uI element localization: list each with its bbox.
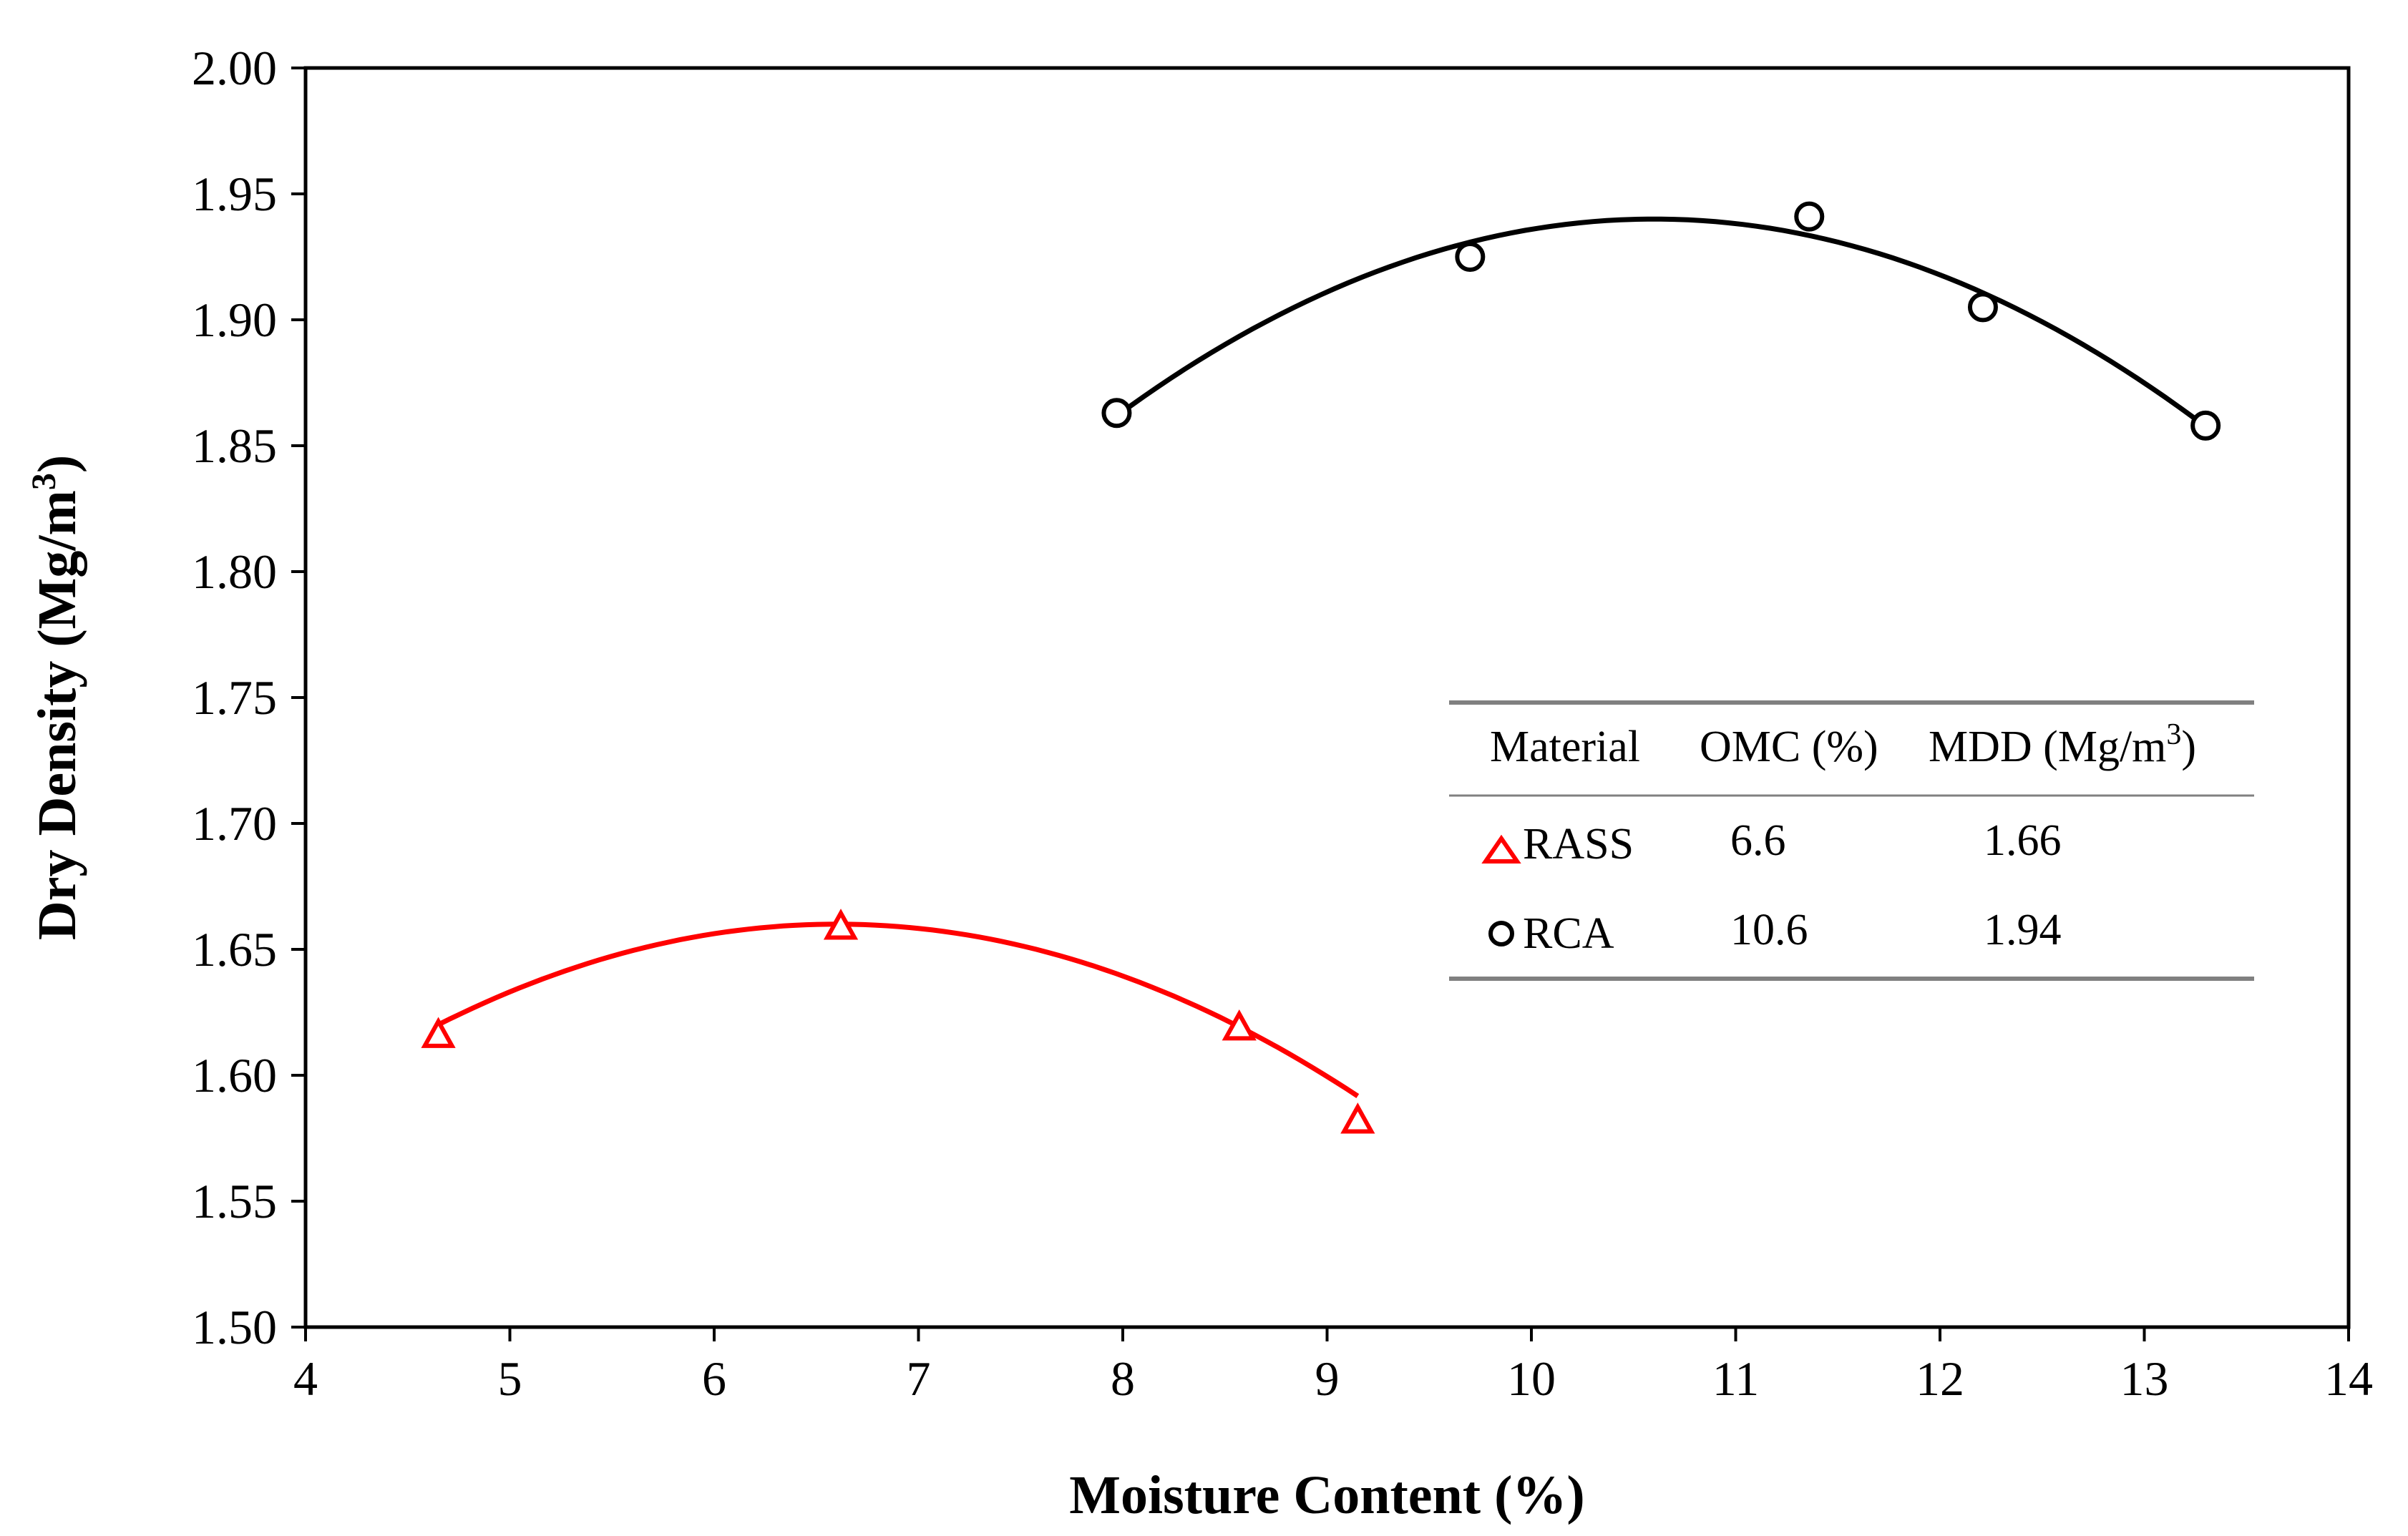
data-point-rca	[1101, 398, 1132, 429]
x-tick-label: 9	[1315, 1351, 1340, 1406]
x-tick-label: 12	[1916, 1351, 1964, 1406]
table-row-rca-material: RCA	[1523, 909, 1614, 958]
table-header-omc: OMC (%)	[1700, 723, 1878, 771]
table-header-mdd-main: MDD (Mg/m	[1929, 723, 2166, 771]
y-tick-label: 1.60	[192, 1048, 277, 1102]
fit-curve-rass	[437, 921, 1360, 1099]
plot-area-frame	[303, 66, 2351, 1329]
table-rca-circle-icon	[1488, 921, 1514, 946]
data-point-rass	[1222, 1009, 1257, 1041]
legend-table: Material OMC (%) MDD (Mg/m3) RASS 6.6 1.…	[1449, 700, 2254, 981]
table-row-rca-mdd: 1.94	[1984, 906, 2062, 954]
y-axis-title-superscript: 3	[25, 473, 63, 490]
x-tick-label: 11	[1712, 1351, 1759, 1406]
table-header-mdd: MDD (Mg/m3)	[1929, 718, 2196, 771]
data-point-rca	[1794, 201, 1825, 232]
x-tick-label: 10	[1507, 1351, 1556, 1406]
y-axis-title: Dry Density (Mg/m3)	[25, 455, 87, 940]
x-tick-label: 7	[907, 1351, 931, 1406]
fit-curves	[437, 216, 2208, 1099]
x-tick-label: 6	[702, 1351, 726, 1406]
data-markers	[421, 201, 2221, 1134]
data-point-rass	[1340, 1102, 1375, 1134]
x-tick-label: 5	[498, 1351, 522, 1406]
y-tick-label: 1.70	[192, 796, 277, 851]
table-row-rass-mdd: 1.66	[1984, 816, 2062, 865]
y-tick-label: 2.00	[192, 41, 277, 95]
tick-labels: 4 5 6 7 8 9 10 11 12 13 14 1.50 1.55 1.60 1.65 1.70 1.75…	[192, 41, 2373, 1406]
x-tick-label: 14	[2324, 1351, 2373, 1406]
data-point-rca	[1455, 242, 1486, 272]
table-rass-triangle-icon	[1481, 834, 1521, 864]
data-point-rca	[1967, 292, 1998, 323]
x-tick-label: 13	[2120, 1351, 2169, 1406]
table-header-material: Material	[1490, 723, 1640, 771]
y-tick-label: 1.65	[192, 922, 277, 977]
y-tick-label: 1.80	[192, 544, 277, 599]
y-tick-label: 1.50	[192, 1300, 277, 1354]
y-axis-title-close: )	[27, 455, 87, 473]
table-header-mdd-close: )	[2181, 723, 2196, 771]
y-axis-title-main: Dry Density (Mg/m	[27, 490, 87, 940]
table-row-rca-omc: 10.6	[1730, 906, 1808, 954]
table-header-mdd-superscript: 3	[2166, 718, 2181, 751]
x-tick-label: 4	[293, 1351, 318, 1406]
data-point-rca	[2190, 410, 2221, 441]
data-point-rass	[823, 909, 859, 940]
y-tick-label: 1.55	[192, 1174, 277, 1228]
y-tick-label: 1.95	[192, 167, 277, 221]
y-tick-label: 1.85	[192, 419, 277, 473]
data-point-rass	[421, 1017, 456, 1048]
y-tick-label: 1.90	[192, 293, 277, 347]
x-tick-label: 8	[1111, 1351, 1135, 1406]
x-axis-title: Moisture Content (%)	[1069, 1465, 1584, 1525]
axis-ticks	[291, 67, 2350, 1341]
fit-curve-rca	[1115, 216, 2208, 429]
table-row-rass-omc: 6.6	[1730, 816, 1786, 865]
table-row-rass-material: RASS	[1523, 820, 1634, 869]
y-tick-label: 1.75	[192, 670, 277, 725]
